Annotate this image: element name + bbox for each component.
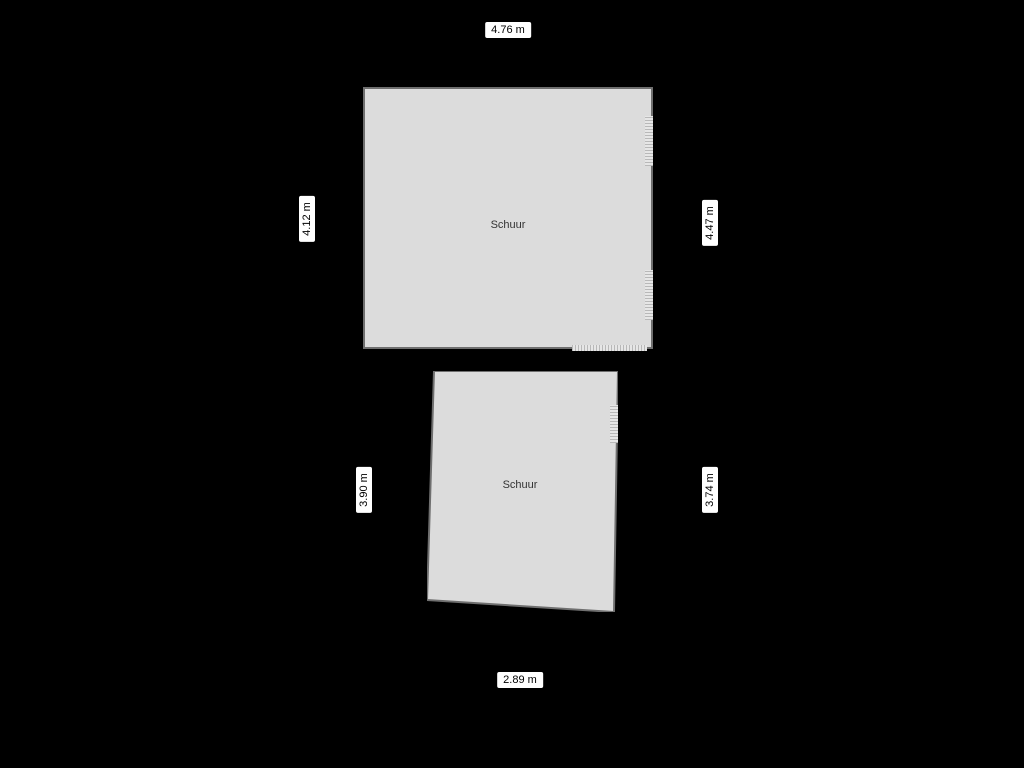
wall-gap bbox=[363, 349, 653, 371]
window-room1-bottom bbox=[645, 270, 653, 320]
room-label-upper: Schuur bbox=[491, 219, 526, 231]
dim-bottom: 2.89 m bbox=[497, 672, 543, 688]
window-room1-top bbox=[645, 116, 653, 166]
room-label-lower: Schuur bbox=[503, 479, 538, 491]
dim-upper-right: 4.47 m bbox=[702, 200, 718, 246]
dim-upper-left: 4.12 m bbox=[299, 196, 315, 242]
door-room1-bottom bbox=[572, 345, 647, 351]
room-schuur-upper bbox=[363, 87, 653, 349]
dim-top: 4.76 m bbox=[485, 22, 531, 38]
window-room2-right bbox=[610, 405, 618, 443]
room-schuur-lower bbox=[427, 371, 618, 612]
dim-lower-right: 3.74 m bbox=[702, 467, 718, 513]
dim-lower-left: 3.90 m bbox=[356, 467, 372, 513]
floorplan-stage: Schuur Schuur 4.76 m 4.12 m 4.47 m 3.90 … bbox=[0, 0, 1024, 768]
